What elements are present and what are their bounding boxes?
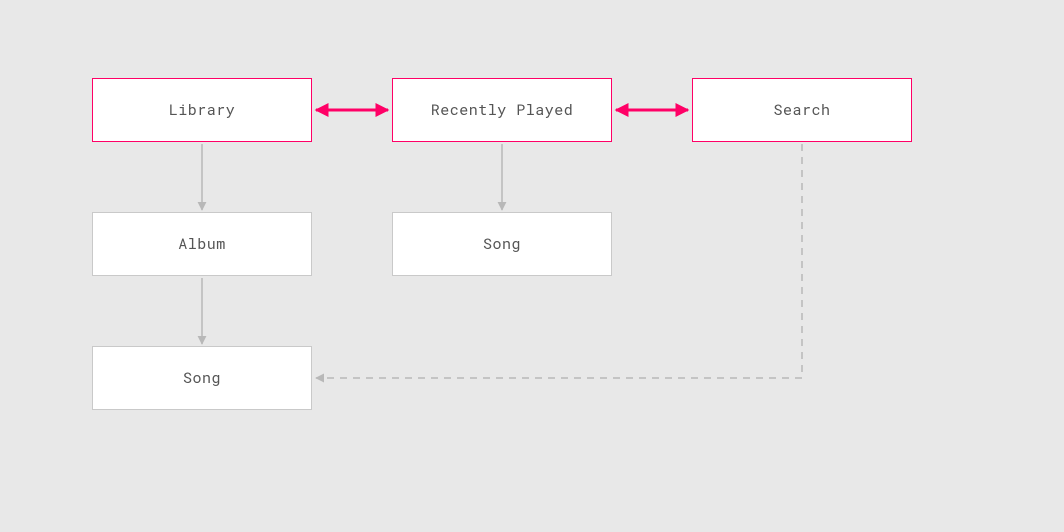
node-song_l: Song [92,346,312,410]
node-library: Library [92,78,312,142]
node-search: Search [692,78,912,142]
node-label: Song [483,234,521,254]
node-label: Album [178,234,226,254]
node-label: Song [183,368,221,388]
node-recent: Recently Played [392,78,612,142]
node-song_r: Song [392,212,612,276]
diagram-canvas: Library Recently Played Search Album Song Son… [0,0,1064,532]
node-label: Search [773,100,830,120]
node-album: Album [92,212,312,276]
node-label: Recently Played [431,100,574,120]
node-label: Library [169,100,236,120]
